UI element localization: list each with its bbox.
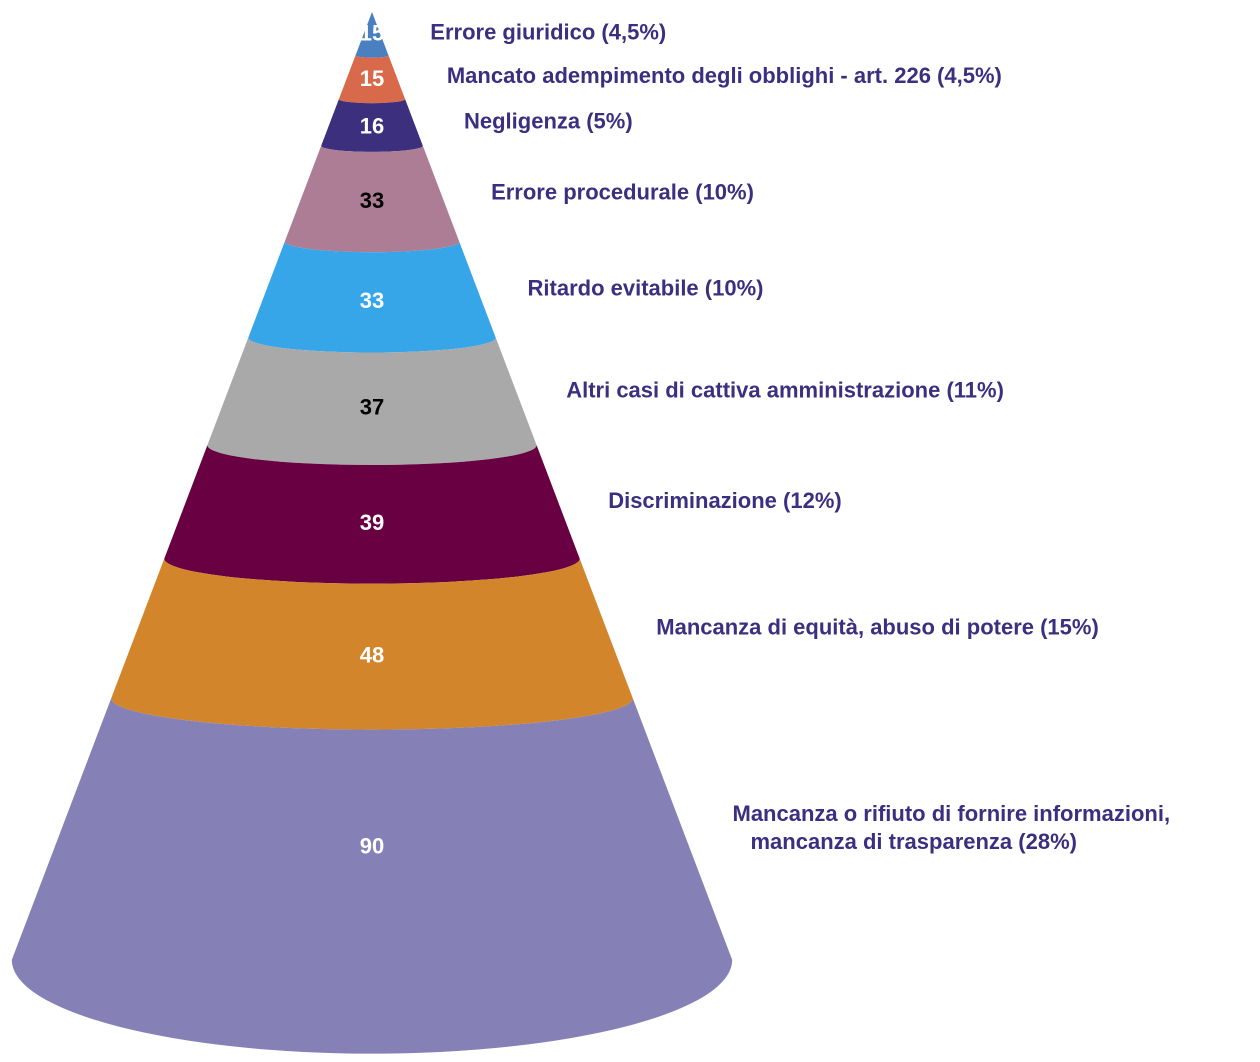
value-label: 16 bbox=[360, 113, 384, 138]
value-label: 90 bbox=[360, 834, 384, 859]
category-label: Mancato adempimento degli obblighi - art… bbox=[447, 63, 1002, 88]
cone-segment bbox=[207, 337, 537, 466]
value-label: 33 bbox=[360, 188, 384, 213]
category-label: Mancanza o rifiuto di fornire informazio… bbox=[733, 801, 1171, 854]
cone-segment bbox=[284, 145, 460, 253]
category-label: Errore procedurale (10%) bbox=[491, 180, 754, 205]
cone-segment bbox=[11, 698, 733, 1054]
value-label: 15 bbox=[360, 21, 384, 46]
category-label: Discriminazione (12%) bbox=[608, 488, 842, 513]
value-label: 48 bbox=[360, 642, 384, 667]
value-label: 33 bbox=[360, 288, 384, 313]
category-label: Altri casi di cattiva amministrazione (1… bbox=[566, 377, 1004, 402]
category-label: Ritardo evitabile (10%) bbox=[528, 276, 764, 301]
value-label: 37 bbox=[360, 395, 384, 420]
category-label: Errore giuridico (4,5%) bbox=[430, 20, 666, 45]
cone-segment bbox=[111, 558, 633, 730]
cone-segment bbox=[338, 55, 406, 104]
cone-segment bbox=[164, 445, 580, 584]
value-label: 15 bbox=[360, 66, 384, 91]
category-label-line: Mancanza o rifiuto di fornire informazio… bbox=[733, 801, 1171, 826]
cone-segment bbox=[321, 99, 423, 152]
category-label: Negligenza (5%) bbox=[464, 108, 633, 133]
value-label: 39 bbox=[360, 510, 384, 535]
category-label: Mancanza di equità, abuso di potere (15%… bbox=[656, 614, 1099, 639]
cone-segment bbox=[355, 12, 389, 58]
category-label-line: mancanza di trasparenza (28%) bbox=[751, 829, 1077, 854]
cone-segment bbox=[248, 241, 496, 353]
